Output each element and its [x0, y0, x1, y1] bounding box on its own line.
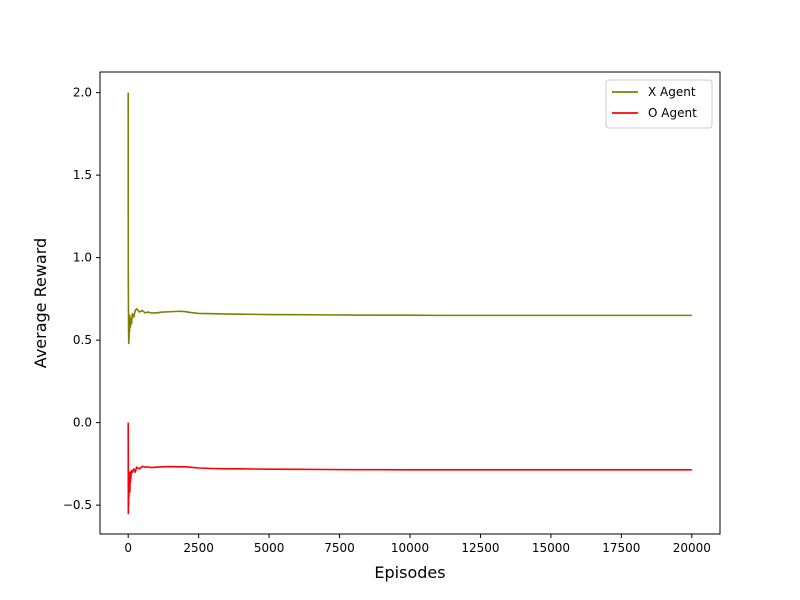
x-tick-label: 12500 [461, 541, 499, 555]
x-tick-label: 2500 [183, 541, 214, 555]
y-tick-label: −0.5 [63, 498, 92, 512]
axes-layer: 0 2500 5000 7500 10000 12500 15000 17500 20000 −0… [63, 71, 721, 555]
x-tick-label: 15000 [532, 541, 570, 555]
axes-frame [99, 71, 721, 535]
x-tick-label: 10000 [391, 541, 429, 555]
series-line-x-agent [127, 92, 692, 345]
x-tick-label: 7500 [324, 541, 355, 555]
y-tick-label: 1.5 [73, 168, 92, 182]
x-tick-label: 5000 [254, 541, 285, 555]
x-tick-label: 20000 [673, 541, 711, 555]
x-tick-label: 0 [124, 541, 132, 555]
y-tick-label: 2.0 [73, 86, 92, 100]
y-tick-label: 1.0 [73, 251, 92, 265]
legend: X Agent O Agent [605, 79, 713, 129]
y-axis-label: Average Reward [31, 238, 50, 368]
series-line-o-agent [127, 422, 692, 515]
x-tick-label: 17500 [602, 541, 640, 555]
series-layer [127, 92, 692, 515]
y-tick-label: 0.0 [73, 416, 92, 430]
legend-label: O Agent [648, 106, 697, 120]
y-tick-label: 0.5 [73, 333, 92, 347]
x-axis-label: Episodes [374, 563, 445, 582]
legend-label: X Agent [648, 85, 696, 99]
